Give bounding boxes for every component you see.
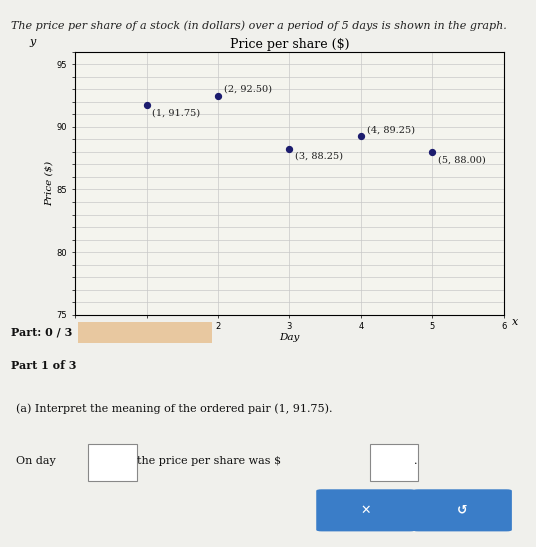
Point (214, 91, 222, 100)
Y-axis label: Price ($): Price ($) (45, 161, 54, 206)
Text: y: y (29, 37, 35, 46)
FancyBboxPatch shape (316, 489, 415, 531)
FancyBboxPatch shape (88, 444, 137, 481)
Text: (3, 88.25): (3, 88.25) (295, 152, 343, 161)
Text: (a) Interpret the meaning of the ordered pair (1, 91.75).: (a) Interpret the meaning of the ordered… (16, 403, 332, 414)
Text: the price per share was $: the price per share was $ (137, 456, 281, 466)
Point (142, 101, 151, 109)
Text: On day: On day (16, 456, 56, 466)
Text: (2, 92.50): (2, 92.50) (224, 84, 272, 94)
Title: Price per share ($): Price per share ($) (230, 38, 349, 51)
Text: (5, 88.00): (5, 88.00) (438, 155, 486, 164)
Point (356, 132, 365, 141)
Text: The price per share of a stock (in dollars) over a period of 5 days is shown in : The price per share of a stock (in dolla… (11, 21, 507, 31)
Text: Part 1 of 3: Part 1 of 3 (11, 359, 76, 371)
Text: .: . (414, 456, 418, 466)
Text: ✕: ✕ (360, 504, 371, 517)
Text: (1, 91.75): (1, 91.75) (152, 108, 200, 117)
X-axis label: Day: Day (279, 333, 300, 341)
Text: x: x (512, 317, 519, 328)
Point (428, 148, 437, 156)
Text: Part: 0 / 3: Part: 0 / 3 (11, 327, 72, 338)
Bar (78, 322, 212, 343)
Text: ↺: ↺ (457, 504, 467, 517)
FancyBboxPatch shape (370, 444, 418, 481)
Point (285, 144, 294, 153)
FancyBboxPatch shape (413, 489, 512, 531)
Text: (4, 89.25): (4, 89.25) (367, 125, 415, 134)
